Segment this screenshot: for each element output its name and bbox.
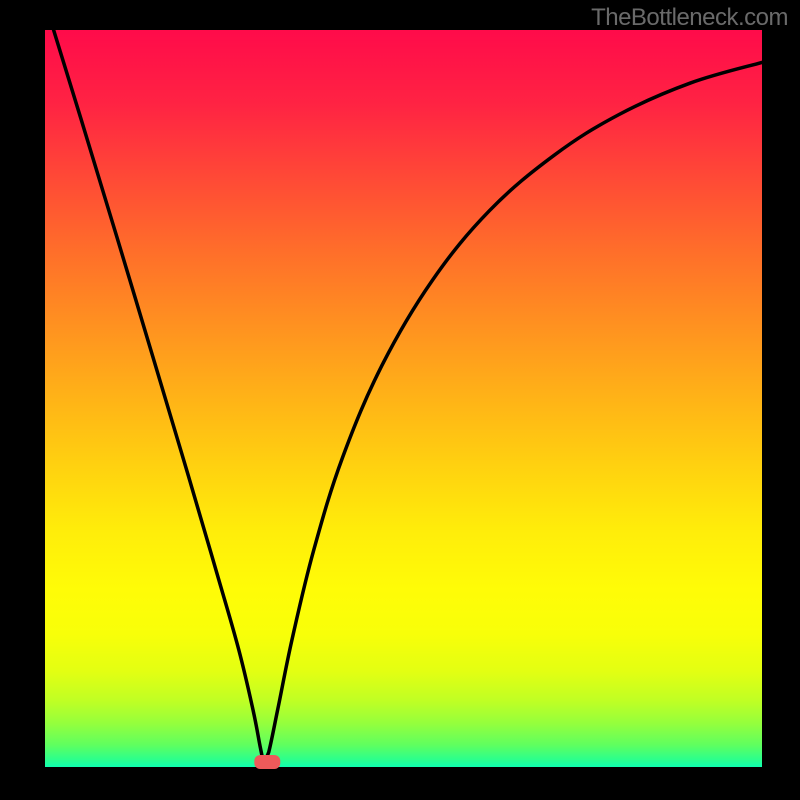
minimum-marker — [254, 755, 280, 769]
plot-background — [45, 30, 762, 767]
watermark-text: TheBottleneck.com — [591, 4, 788, 32]
chart-svg — [0, 0, 800, 800]
chart-container: TheBottleneck.com — [0, 0, 800, 800]
